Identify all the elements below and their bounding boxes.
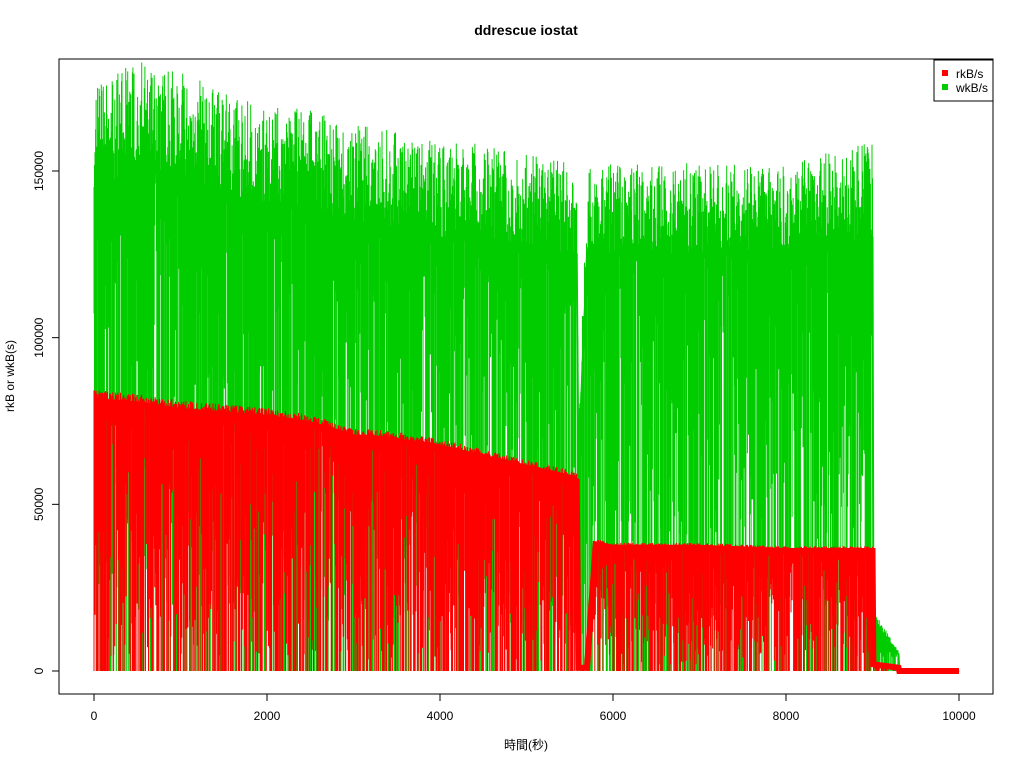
data-point <box>699 253 700 255</box>
series-rkb <box>93 390 960 674</box>
data-point <box>482 237 484 239</box>
data-point <box>958 670 960 672</box>
y-axis-label: rkB or wkB(s) <box>3 340 17 412</box>
data-point <box>482 457 484 459</box>
data-point <box>309 423 311 425</box>
data-point <box>576 480 578 482</box>
data-point <box>353 437 354 439</box>
y-axis: 0 50000 100000 150000 <box>32 151 60 674</box>
data-point <box>353 220 354 222</box>
data-point <box>569 253 571 255</box>
data-point <box>569 477 571 479</box>
data-point <box>370 437 372 439</box>
data-point <box>439 237 441 239</box>
data-point <box>526 247 527 249</box>
data-point <box>785 253 787 255</box>
legend-label-wkb: wkB/s <box>955 81 988 95</box>
data-point <box>180 177 181 179</box>
data-point <box>136 170 138 172</box>
data-point <box>266 417 268 419</box>
data-point <box>586 667 588 669</box>
data-point <box>136 403 138 405</box>
y-tick-label: 100000 <box>32 317 46 357</box>
data-point <box>872 550 873 552</box>
legend-swatch-wkb <box>942 84 948 90</box>
data-point <box>872 663 874 665</box>
data-point <box>396 440 398 442</box>
x-tick-label: 10000 <box>942 709 976 723</box>
data-point <box>612 547 614 549</box>
x-tick-label: 0 <box>91 709 98 723</box>
data-point <box>897 667 899 669</box>
x-tick-label: 8000 <box>773 709 800 723</box>
data-point <box>872 237 873 239</box>
data-point <box>93 187 95 189</box>
data-point <box>577 470 579 472</box>
data-point <box>595 543 597 545</box>
series-bars-1 <box>93 62 900 671</box>
data-point <box>785 550 787 552</box>
chart-title: ddrescue iostat <box>474 22 578 38</box>
legend-label-rkb: rkB/s <box>956 67 983 81</box>
data-point <box>396 227 398 229</box>
data-point <box>577 667 579 669</box>
x-tick-label: 2000 <box>254 709 281 723</box>
series-line-0 <box>93 398 959 674</box>
x-tick-label: 4000 <box>427 709 454 723</box>
data-point <box>699 547 700 549</box>
data-point <box>309 210 311 212</box>
data-point <box>180 410 181 412</box>
plot-area <box>93 62 960 674</box>
legend-box <box>933 59 994 102</box>
data-point <box>344 433 346 435</box>
x-tick-label: 6000 <box>600 709 627 723</box>
data-point <box>93 400 95 402</box>
data-point <box>612 253 614 255</box>
data-point <box>897 653 899 655</box>
x-axis: 0 2000 4000 6000 8000 10000 <box>91 693 976 723</box>
data-point <box>223 197 225 199</box>
data-point <box>526 467 527 469</box>
legend-swatch-rkb <box>942 70 948 76</box>
data-point <box>586 253 588 255</box>
x-axis-label: 時間(秒) <box>504 738 548 752</box>
data-point <box>898 670 900 672</box>
series-wkb <box>93 62 960 672</box>
data-point <box>439 447 441 449</box>
y-tick-label: 0 <box>32 667 46 674</box>
y-tick-label: 50000 <box>32 487 46 521</box>
y-tick-label: 150000 <box>32 151 46 191</box>
data-point <box>576 253 578 255</box>
data-point <box>223 413 225 415</box>
data-point <box>266 203 268 205</box>
legend: rkB/s wkB/s <box>933 59 994 102</box>
